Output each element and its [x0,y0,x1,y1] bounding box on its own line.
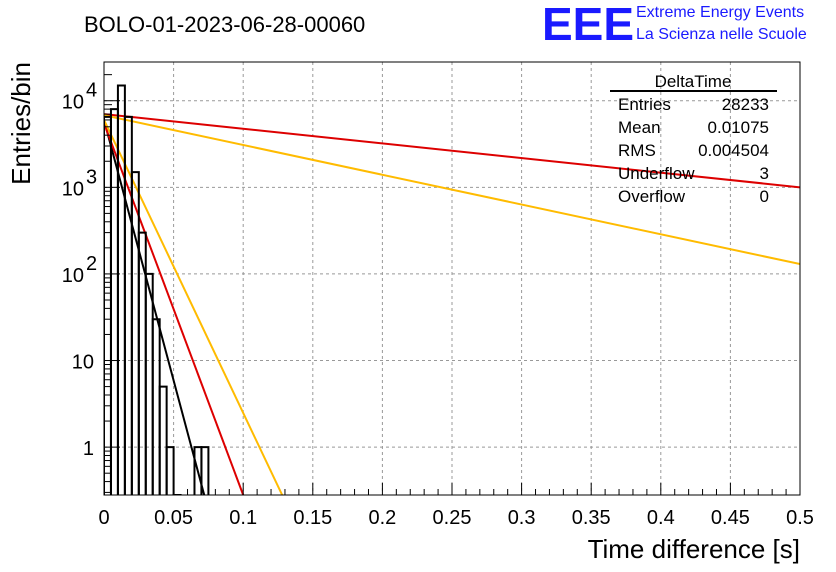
stats-value-underflow: 3 [760,164,769,183]
fit-line [104,119,206,495]
fit-line [104,114,800,266]
y-tick-exponent: 4 [86,80,97,102]
histogram-bin [144,272,154,495]
x-tick-label: 0.3 [508,507,536,529]
x-tick-label: 0.4 [647,507,675,529]
histogram-bin [130,171,140,495]
logo-mark: EEE [542,0,634,50]
stats-label-underflow: Underflow [618,164,695,183]
y-tick-base: 10 [62,265,84,287]
stats-value-mean: 0.01075 [708,118,769,137]
x-tick-label: 0.25 [433,507,472,529]
stats-value-rms: 0.004504 [698,141,769,160]
fit-line [104,119,284,495]
x-tick-label: 0 [98,507,109,529]
stats-value-overflow: 0 [760,187,769,206]
stats-label-rms: RMS [618,141,656,160]
x-tick-label: 0.2 [368,507,396,529]
chart-title: BOLO-01-2023-06-28-00060 [84,12,365,37]
y-tick-label: 102 [62,253,97,287]
fit-lines [104,113,800,495]
grid [104,62,800,495]
y-tick-label: 1 [83,438,94,460]
histogram-bin [151,318,161,495]
y-tick-base: 10 [62,178,84,200]
x-axis-title: Time difference [s] [588,534,800,564]
y-tick-base: 10 [72,352,94,374]
y-tick-label: 104 [62,80,97,114]
histogram-bin [158,385,168,495]
y-tick-base: 1 [83,438,94,460]
stats-value-entries: 28233 [722,95,769,114]
y-tick-exponent: 3 [86,166,97,188]
y-tick-label: 10 [72,352,94,374]
histogram-bin [116,84,126,495]
histogram-bin [172,494,182,495]
x-tick-label: 0.15 [293,507,332,529]
stats-box: DeltaTime Entries 28233 Mean 0.01075 RMS… [610,72,777,206]
x-tick-label: 0.35 [572,507,611,529]
stats-label-mean: Mean [618,118,661,137]
x-tick-label: 0.1 [229,507,257,529]
y-tick-base: 10 [62,92,84,114]
x-tick-label: 0.05 [154,507,193,529]
x-axis: 0 0.05 0.1 0.15 0.2 0.25 0.3 0.35 0.4 0.45 0.5 [98,483,814,529]
histogram-bin [165,446,175,495]
fit-line [104,113,800,189]
x-tick-label: 0.45 [711,507,750,529]
eee-logo: EEE Extreme Energy Events La Scienza nel… [542,0,807,50]
logo-line2: La Scienza nelle Scuole [636,26,807,43]
x-tick-label: 0.5 [786,507,814,529]
stats-label-entries: Entries [618,95,671,114]
fit-line [104,122,245,495]
histogram-bin [200,446,210,495]
y-tick-label: 103 [62,166,97,200]
logo-line1: Extreme Energy Events [636,4,804,21]
y-tick-exponent: 2 [86,253,97,275]
stats-title: DeltaTime [655,72,732,91]
stats-label-overflow: Overflow [618,187,686,206]
histogram-bars [104,84,210,495]
y-axis-title: Entries/bin [6,62,36,185]
